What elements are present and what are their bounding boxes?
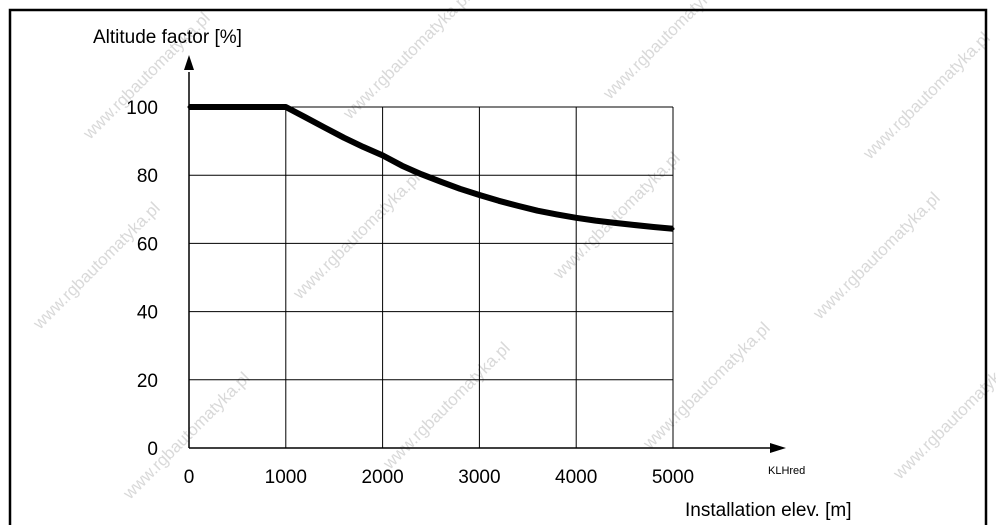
watermark-text: www.rgbautomatyka.pl: [889, 348, 996, 483]
data-point: [284, 105, 288, 109]
series-points: [187, 105, 675, 231]
watermark-layer: www.rgbautomatyka.pl www.rgbautomatyka.pl…: [29, 0, 996, 504]
data-point: [361, 145, 365, 149]
data-point: [458, 187, 462, 191]
data-point: [400, 164, 404, 168]
y-tick-label: 100: [126, 98, 158, 119]
watermark-text: www.rgbautomatyka.pl: [379, 338, 514, 473]
y-tick-label: 80: [137, 166, 158, 187]
reference-code: KLHred: [768, 465, 805, 477]
grid: [189, 106, 674, 448]
data-point: [187, 105, 191, 109]
y-tick-label: 20: [137, 371, 158, 392]
y-axis-arrow: [184, 55, 194, 70]
x-tick-label: 1000: [265, 467, 307, 488]
axes: [184, 55, 786, 453]
data-point: [419, 172, 423, 176]
x-tick-label: 0: [184, 467, 195, 488]
figure-frame: [8, 8, 988, 525]
watermark-text: www.rgbautomatyka.pl: [289, 168, 424, 303]
y-tick-label: 40: [137, 303, 158, 324]
data-point: [381, 153, 385, 157]
data-point: [652, 225, 656, 229]
y-tick-label: 0: [147, 439, 158, 460]
x-axis-arrow: [770, 443, 786, 453]
data-point: [671, 227, 675, 231]
y-tick-label: 60: [137, 234, 158, 255]
data-point: [303, 115, 307, 119]
watermark-text: www.rgbautomatyka.pl: [599, 0, 734, 104]
data-point: [574, 216, 578, 220]
watermark-text: www.rgbautomatyka.pl: [639, 318, 774, 453]
x-axis-label: Installation elev. [m]: [685, 500, 852, 521]
data-point: [477, 193, 481, 197]
data-point: [439, 180, 443, 184]
y-axis-label: Altitude factor [%]: [93, 27, 242, 48]
data-point: [342, 136, 346, 140]
x-tick-label: 3000: [458, 467, 500, 488]
data-point: [516, 204, 520, 208]
data-point: [497, 199, 501, 203]
data-point: [555, 212, 559, 216]
x-tick-label: 4000: [555, 467, 597, 488]
data-point: [594, 219, 598, 223]
data-point: [632, 223, 636, 227]
watermark-text: www.rgbautomatyka.pl: [339, 0, 474, 124]
data-point: [323, 125, 327, 129]
series-line: [189, 104, 674, 232]
watermark-text: www.rgbautomatyka.pl: [859, 28, 994, 163]
data-point: [535, 209, 539, 213]
x-tick-label: 5000: [652, 467, 694, 488]
x-tick-label: 2000: [361, 467, 403, 488]
watermark-text: www.rgbautomatyka.pl: [809, 188, 944, 323]
data-point: [613, 221, 617, 225]
